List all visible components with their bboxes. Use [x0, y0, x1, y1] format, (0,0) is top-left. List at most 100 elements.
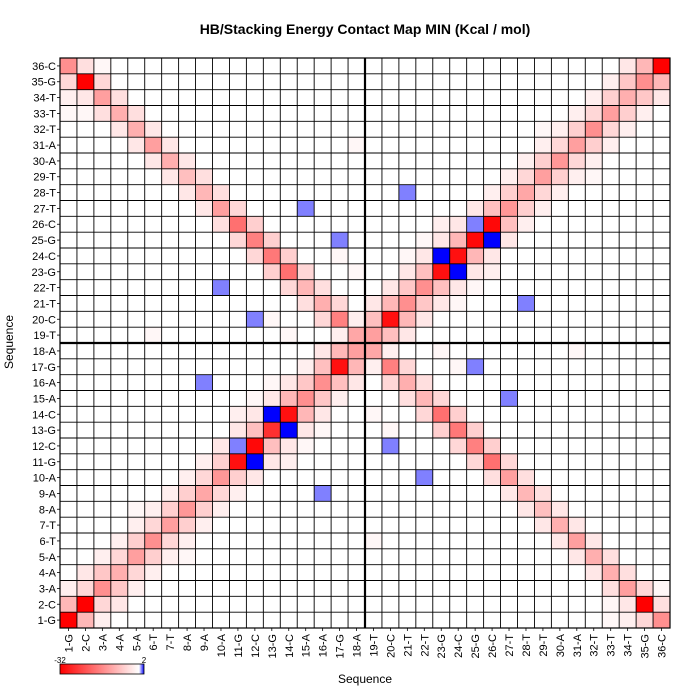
heatmap-cell [585, 533, 603, 549]
x-tick-label: 19-T [369, 634, 381, 657]
x-tick-label: 4-A [114, 633, 126, 651]
y-tick-label: 18-A [33, 346, 57, 358]
y-tick-label: 29-T [33, 172, 56, 184]
heatmap-cell [110, 105, 128, 122]
x-tick-labels: 1-G 2-C 3-A 4-A 5-A 6-T 7-T 8-A 9-A 10-A 11-G 12-C 1… [64, 628, 669, 658]
heatmap-cell [517, 200, 535, 217]
x-tick-label: 20-C [385, 634, 397, 658]
heatmap-cell [348, 358, 365, 375]
heatmap-cell [551, 153, 569, 169]
heatmap-cell [331, 232, 349, 248]
heatmap-cell [534, 200, 552, 217]
heatmap-cell [195, 453, 213, 470]
heatmap-cell [602, 137, 620, 153]
heatmap-cell [110, 564, 128, 581]
x-tick-label: 21-T [402, 634, 414, 657]
heatmap-cell [195, 168, 213, 185]
heatmap-cell [568, 517, 586, 533]
y-tick-label: 26-C [32, 219, 56, 231]
heatmap-cell [415, 374, 433, 391]
heatmap-cell [483, 248, 501, 264]
heatmap-cell [551, 533, 569, 549]
x-tick-label: 15-A [301, 633, 313, 657]
heatmap-cell [653, 58, 670, 74]
heatmap-cell [449, 279, 467, 296]
heatmap-cell [365, 358, 382, 375]
heatmap-cell [144, 517, 162, 533]
heatmap-cell [348, 343, 365, 359]
heatmap-cell [500, 168, 518, 185]
heatmap-cell [568, 548, 586, 565]
heatmap-cell [602, 596, 620, 613]
heatmap-cell [93, 105, 111, 122]
heatmap-cell [76, 596, 94, 613]
heatmap-cell [297, 374, 315, 391]
heatmap-cell [398, 263, 416, 280]
heatmap-cell [551, 517, 569, 533]
heatmap-cell [449, 232, 467, 248]
heatmap-cell [178, 517, 196, 533]
heatmap-cell [212, 216, 230, 233]
x-tick-label: 36-C [657, 634, 669, 658]
heatmap-cell [127, 137, 145, 153]
y-tick-label: 13-G [32, 425, 56, 437]
heatmap-cell [348, 137, 365, 153]
heatmap-cell [398, 374, 416, 391]
heatmap-cell [619, 105, 637, 122]
heatmap-cell [466, 200, 484, 217]
heatmap-cell [551, 121, 569, 138]
heatmap-cell [500, 469, 518, 486]
heatmap-cell [466, 263, 484, 280]
y-tick-label: 22-T [33, 283, 56, 295]
heatmap-cell [517, 216, 535, 233]
y-tick-label: 35-G [32, 77, 56, 89]
x-tick-label: 13-G [267, 634, 279, 658]
heatmap-cell [432, 248, 450, 264]
heatmap-cell [314, 374, 332, 391]
heatmap-cell [466, 248, 484, 264]
heatmap-cell [415, 406, 433, 423]
heatmap-cell [348, 311, 365, 328]
heatmap-cell [110, 121, 128, 138]
x-tick-label: 24-C [453, 634, 465, 658]
heatmap-cell [381, 311, 399, 328]
heatmap-cell [568, 533, 586, 549]
heatmap-cell [229, 406, 247, 423]
heatmap-cell [144, 564, 162, 581]
heatmap-cell [534, 485, 552, 502]
heatmap-cell [229, 200, 247, 217]
heatmap-cell [195, 469, 213, 486]
heatmap-cell [331, 358, 349, 375]
heatmap-cell [500, 390, 518, 407]
heatmap-cell [432, 390, 450, 407]
heatmap-cell [551, 137, 569, 153]
heatmap-cell [297, 422, 315, 438]
heatmap-cell [365, 533, 382, 549]
heatmap-cell [432, 295, 450, 312]
heatmap-cell [398, 295, 416, 312]
y-tick-label: 12-C [32, 441, 56, 453]
heatmap-cell [229, 216, 247, 233]
heatmap-cell [398, 311, 416, 328]
heatmap-cell [653, 596, 670, 613]
heatmap-cell [297, 358, 315, 375]
heatmap-cell [636, 58, 654, 74]
heatmap-cell [636, 105, 654, 122]
heatmap-cell [568, 105, 586, 122]
heatmap-cell [483, 469, 501, 486]
heatmap-cell [263, 311, 281, 328]
heatmap-cell [195, 485, 213, 502]
heatmap-cell [551, 501, 569, 518]
colorbar [59, 663, 145, 675]
y-tick-label: 28-T [33, 188, 56, 200]
heatmap-cell [585, 168, 603, 185]
y-tick-label: 17-G [32, 362, 56, 374]
heatmap-cell [653, 73, 670, 90]
x-tick-label: 25-G [470, 634, 482, 658]
heatmap-cell [331, 248, 349, 264]
heatmap-cell [585, 548, 603, 565]
x-tick-label: 18-A [352, 633, 364, 657]
heatmap-cell [331, 390, 349, 407]
chart-title: HB/Stacking Energy Contact Map MIN (Kcal… [200, 21, 531, 37]
y-tick-label: 34-T [33, 93, 56, 105]
